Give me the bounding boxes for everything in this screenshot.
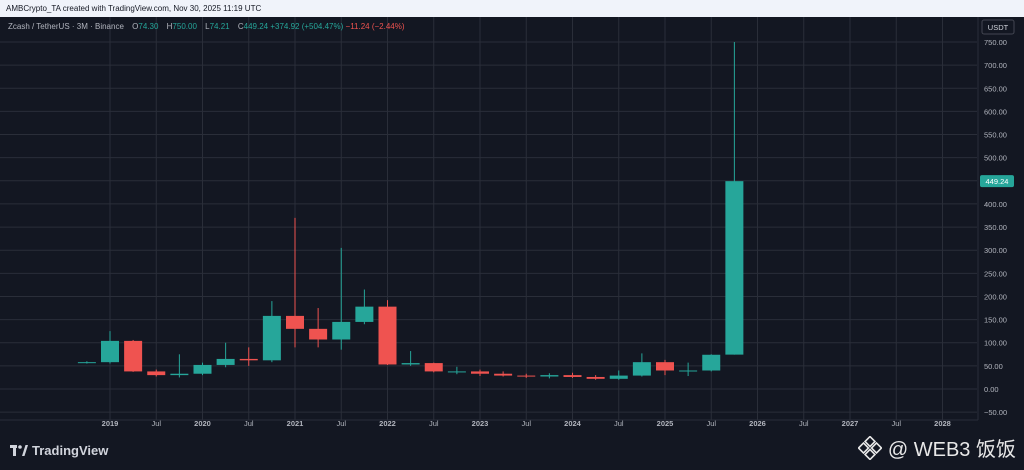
candle-body-down (124, 340, 143, 372)
price-tick-label: 350.00 (984, 223, 1007, 232)
candle-body-up (702, 354, 721, 371)
price-tick-label: 50.00 (984, 362, 1003, 371)
price-tick-label: 100.00 (984, 339, 1007, 348)
diamond-logo-icon (857, 435, 882, 460)
high-label: H (166, 22, 173, 31)
candle-body-up (332, 321, 351, 340)
candle-layer (77, 42, 744, 380)
price-tick-label: −50.00 (984, 408, 1007, 417)
candle-body-down (656, 362, 674, 371)
time-tick-label: Jul (151, 419, 161, 428)
time-tick-label: 2028 (934, 419, 951, 428)
price-tick-label: 700.00 (984, 61, 1007, 70)
time-tick-label: 2027 (842, 419, 859, 428)
price-tick-label: 650.00 (984, 84, 1007, 93)
candle-body-down (494, 373, 513, 376)
tradingview-logo[interactable]: TradingView (10, 443, 108, 458)
time-tick-label: 2020 (194, 419, 211, 428)
watermark-text: @ WEB3 饭饭 (887, 439, 1016, 461)
candlestick-chart[interactable]: USDT −50.00 0.00 50.00 100.00 150.00 200.00 250… (0, 17, 1024, 437)
time-tick-label: Jul (336, 419, 346, 428)
time-axis[interactable]: 2019 Jul 2020 Jul 2021 Jul 2022 Jul 2023 Jul 2024 J… (0, 419, 978, 428)
footer-bar (0, 437, 1024, 470)
last-price-marker (980, 175, 1014, 188)
price-tick-label: 750.00 (984, 38, 1007, 47)
price-tick-label: 500.00 (984, 154, 1007, 163)
currency-box[interactable] (981, 19, 1015, 35)
candle-body-down (309, 328, 328, 340)
plot-background (0, 17, 977, 420)
candle-body-down (563, 375, 582, 377)
last-price-label: 449.24 (986, 177, 1009, 186)
price-axis[interactable]: USDT −50.00 0.00 50.00 100.00 150.00 200.00 250… (977, 17, 1024, 420)
price-tick-label: 200.00 (984, 292, 1007, 301)
time-tick-label: Jul (521, 419, 531, 428)
price-tick-label: 250.00 (984, 269, 1007, 278)
time-tick-label: Jul (614, 419, 624, 428)
candle-body-down (471, 371, 489, 374)
price-axis-panel (978, 17, 1024, 420)
time-tick-label: 2023 (472, 419, 489, 428)
candle-body-up (193, 364, 212, 374)
credit-text: AMBCrypto_TA created with TradingView.co… (6, 4, 262, 13)
candle-body-up (609, 375, 628, 379)
time-tick-label: 2026 (749, 419, 766, 428)
close-label: C (237, 22, 244, 31)
price-tick-label: 550.00 (984, 131, 1007, 140)
candle-body-up (216, 358, 235, 365)
candle-body-up (447, 371, 466, 373)
symbol-legend: Zcash / TetherUS · 3M · Binance O74.30 H… (8, 20, 405, 34)
candle-body-up (725, 181, 744, 355)
tradingview-brand-text: TradingView (32, 443, 109, 458)
time-tick-label: 2024 (564, 419, 582, 428)
time-tick-label: Jul (429, 419, 439, 428)
candle-body-down (378, 306, 397, 365)
candle-body-up (77, 362, 96, 364)
open-value: 74.30 (138, 22, 159, 31)
symbol-name[interactable]: Zcash / TetherUS · 3M · Binance (8, 22, 124, 31)
price-tick-label: 300.00 (984, 246, 1007, 255)
watermark: @ WEB3 饭饭 (857, 433, 1016, 462)
grid-layer (0, 17, 990, 420)
candle-body-down (147, 371, 166, 376)
time-tick-label: Jul (799, 419, 809, 428)
currency-label: USDT (988, 23, 1009, 32)
high-value: 750.00 (172, 22, 197, 31)
candle-body-down (517, 375, 536, 377)
candle-body-up (262, 315, 281, 361)
time-tick-label: 2025 (657, 419, 674, 428)
candle-body-down (239, 358, 258, 361)
low-label: L (205, 22, 210, 31)
price-tick-label: 0.00 (984, 385, 999, 394)
candle-body-down (586, 376, 605, 379)
time-tick-label: Jul (891, 419, 901, 428)
candle-body-down (286, 315, 304, 329)
candle-body-down (424, 363, 443, 372)
candle-body-up (355, 306, 374, 322)
price-tick-label: 150.00 (984, 316, 1007, 325)
time-tick-label: 2021 (287, 419, 304, 428)
low-value: 74.21 (209, 22, 230, 31)
price-tick-label: 400.00 (984, 200, 1007, 209)
price-tick-label: 600.00 (984, 107, 1007, 116)
candle-body-up (170, 373, 189, 376)
open-label: O (132, 22, 139, 31)
credit-bar: AMBCrypto_TA created with TradingView.co… (0, 0, 1024, 17)
close-value: 449.24 (243, 22, 269, 31)
candle-body-up (101, 340, 119, 363)
change-value: +374.92 (+504.47%) (270, 22, 344, 31)
time-tick-label: Jul (244, 419, 254, 428)
time-tick-label: Jul (706, 419, 716, 428)
tradingview-logo-icon (10, 445, 28, 456)
candle-body-up (679, 370, 698, 372)
time-tick-label: 2022 (379, 419, 396, 428)
candle-body-up (632, 362, 651, 376)
candle-body-up (401, 363, 420, 365)
candle-body-up (540, 375, 559, 377)
change-secondary-value: −11.24 (−2.44%) (345, 22, 405, 31)
time-tick-label: 2019 (102, 419, 119, 428)
